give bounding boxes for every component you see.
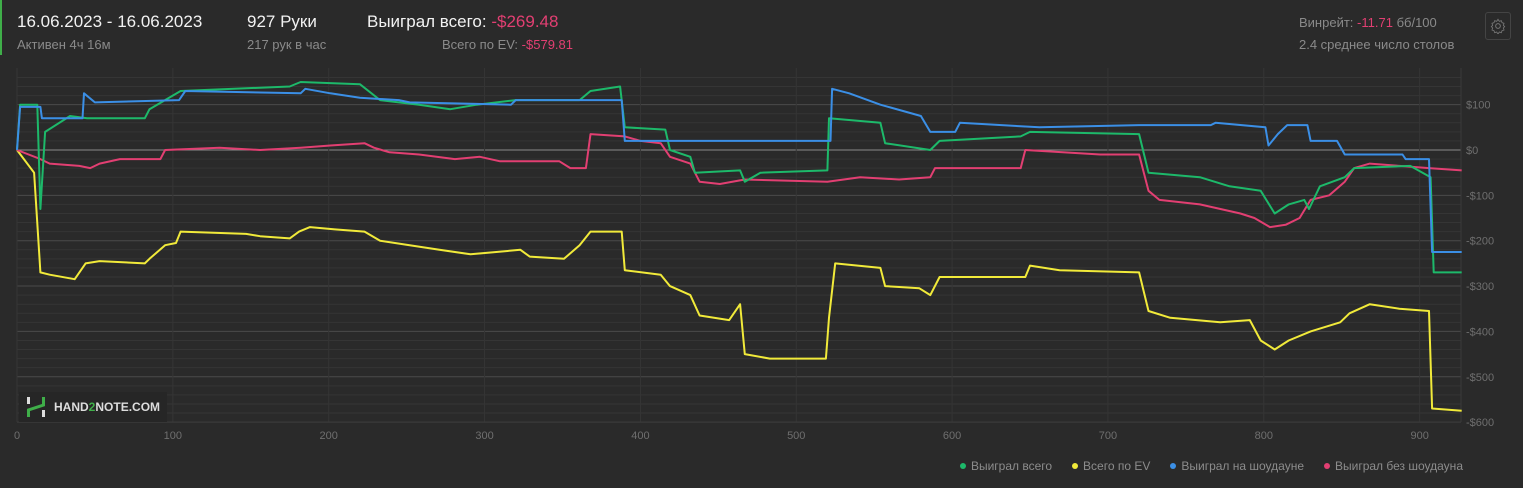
active-time: Активен 4ч 16м xyxy=(17,37,111,52)
legend-dot xyxy=(1324,463,1330,469)
x-tick-label: 300 xyxy=(475,430,493,442)
x-tick-label: 600 xyxy=(943,430,961,442)
winrate-label: Винрейт: xyxy=(1299,15,1354,30)
won-label: Выиграл всего: xyxy=(367,12,487,31)
winrate: Винрейт: -11.71 бб/100 xyxy=(1299,15,1437,30)
x-tick-label: 200 xyxy=(320,430,338,442)
hand2note-logo-text: HAND2NOTE.COM xyxy=(54,400,161,414)
date-range[interactable]: 16.06.2023 - 16.06.2023 xyxy=(17,12,203,31)
x-tick-label: 700 xyxy=(1099,430,1117,442)
legend-item-won-total[interactable]: Выиграл всего xyxy=(959,459,1052,473)
y-tick-label: -$500 xyxy=(1466,372,1494,384)
settings-button[interactable] xyxy=(1485,12,1511,40)
y-tick-label: -$200 xyxy=(1466,236,1494,248)
hand2note-logo-icon xyxy=(27,397,45,417)
x-tick-label: 900 xyxy=(1410,430,1428,442)
series-line-2 xyxy=(16,149,1462,412)
y-tick-label: -$300 xyxy=(1466,281,1494,293)
ev-total: Всего по EV: -$579.81 xyxy=(442,37,573,52)
y-tick-label: $100 xyxy=(1466,100,1490,112)
legend-dot xyxy=(1170,463,1177,469)
winrate-value: -11.71 xyxy=(1357,15,1393,30)
won-value: -$269.48 xyxy=(491,12,559,31)
series-line-1 xyxy=(16,81,1462,274)
legend-item-ev-total[interactable]: Всего по EV xyxy=(1072,459,1150,473)
x-tick-label: 400 xyxy=(631,430,649,442)
series-line-4 xyxy=(16,133,1462,229)
ev-label: Всего по EV: xyxy=(441,37,519,52)
active-indicator xyxy=(0,0,2,55)
winrate-unit: бб/100 xyxy=(1396,15,1437,30)
chart-legend: Выиграл всего Всего по EV Выиграл на шоу… xyxy=(959,459,1463,473)
hands-per-hour: 217 рук в час xyxy=(247,37,327,52)
hands-count: 927 Руки xyxy=(247,12,317,31)
y-tick-label: $0 xyxy=(1466,145,1478,157)
gear-icon xyxy=(1490,18,1506,34)
legend-item-showdown[interactable]: Выиграл на шоудауне xyxy=(1170,459,1304,473)
x-tick-label: 500 xyxy=(787,430,805,442)
x-tick-label: 0 xyxy=(14,430,20,442)
series-line-3 xyxy=(16,87,1462,253)
legend-dot xyxy=(1072,463,1079,469)
hand2note-logo: HAND2NOTE.COM xyxy=(19,392,167,422)
won-total: Выиграл всего: -$269.48 xyxy=(367,12,558,32)
legend-dot xyxy=(959,463,966,469)
avg-tables: 2.4 среднее число столов xyxy=(1299,37,1455,52)
ev-value: -$579.81 xyxy=(521,37,573,52)
y-tick-label: -$100 xyxy=(1466,190,1494,202)
x-tick-label: 800 xyxy=(1255,430,1273,442)
x-tick-label: 100 xyxy=(164,430,182,442)
y-tick-label: -$400 xyxy=(1466,326,1494,338)
y-tick-label: -$600 xyxy=(1466,417,1494,429)
legend-item-non-showdown[interactable]: Выиграл без шоудауна xyxy=(1324,459,1463,473)
